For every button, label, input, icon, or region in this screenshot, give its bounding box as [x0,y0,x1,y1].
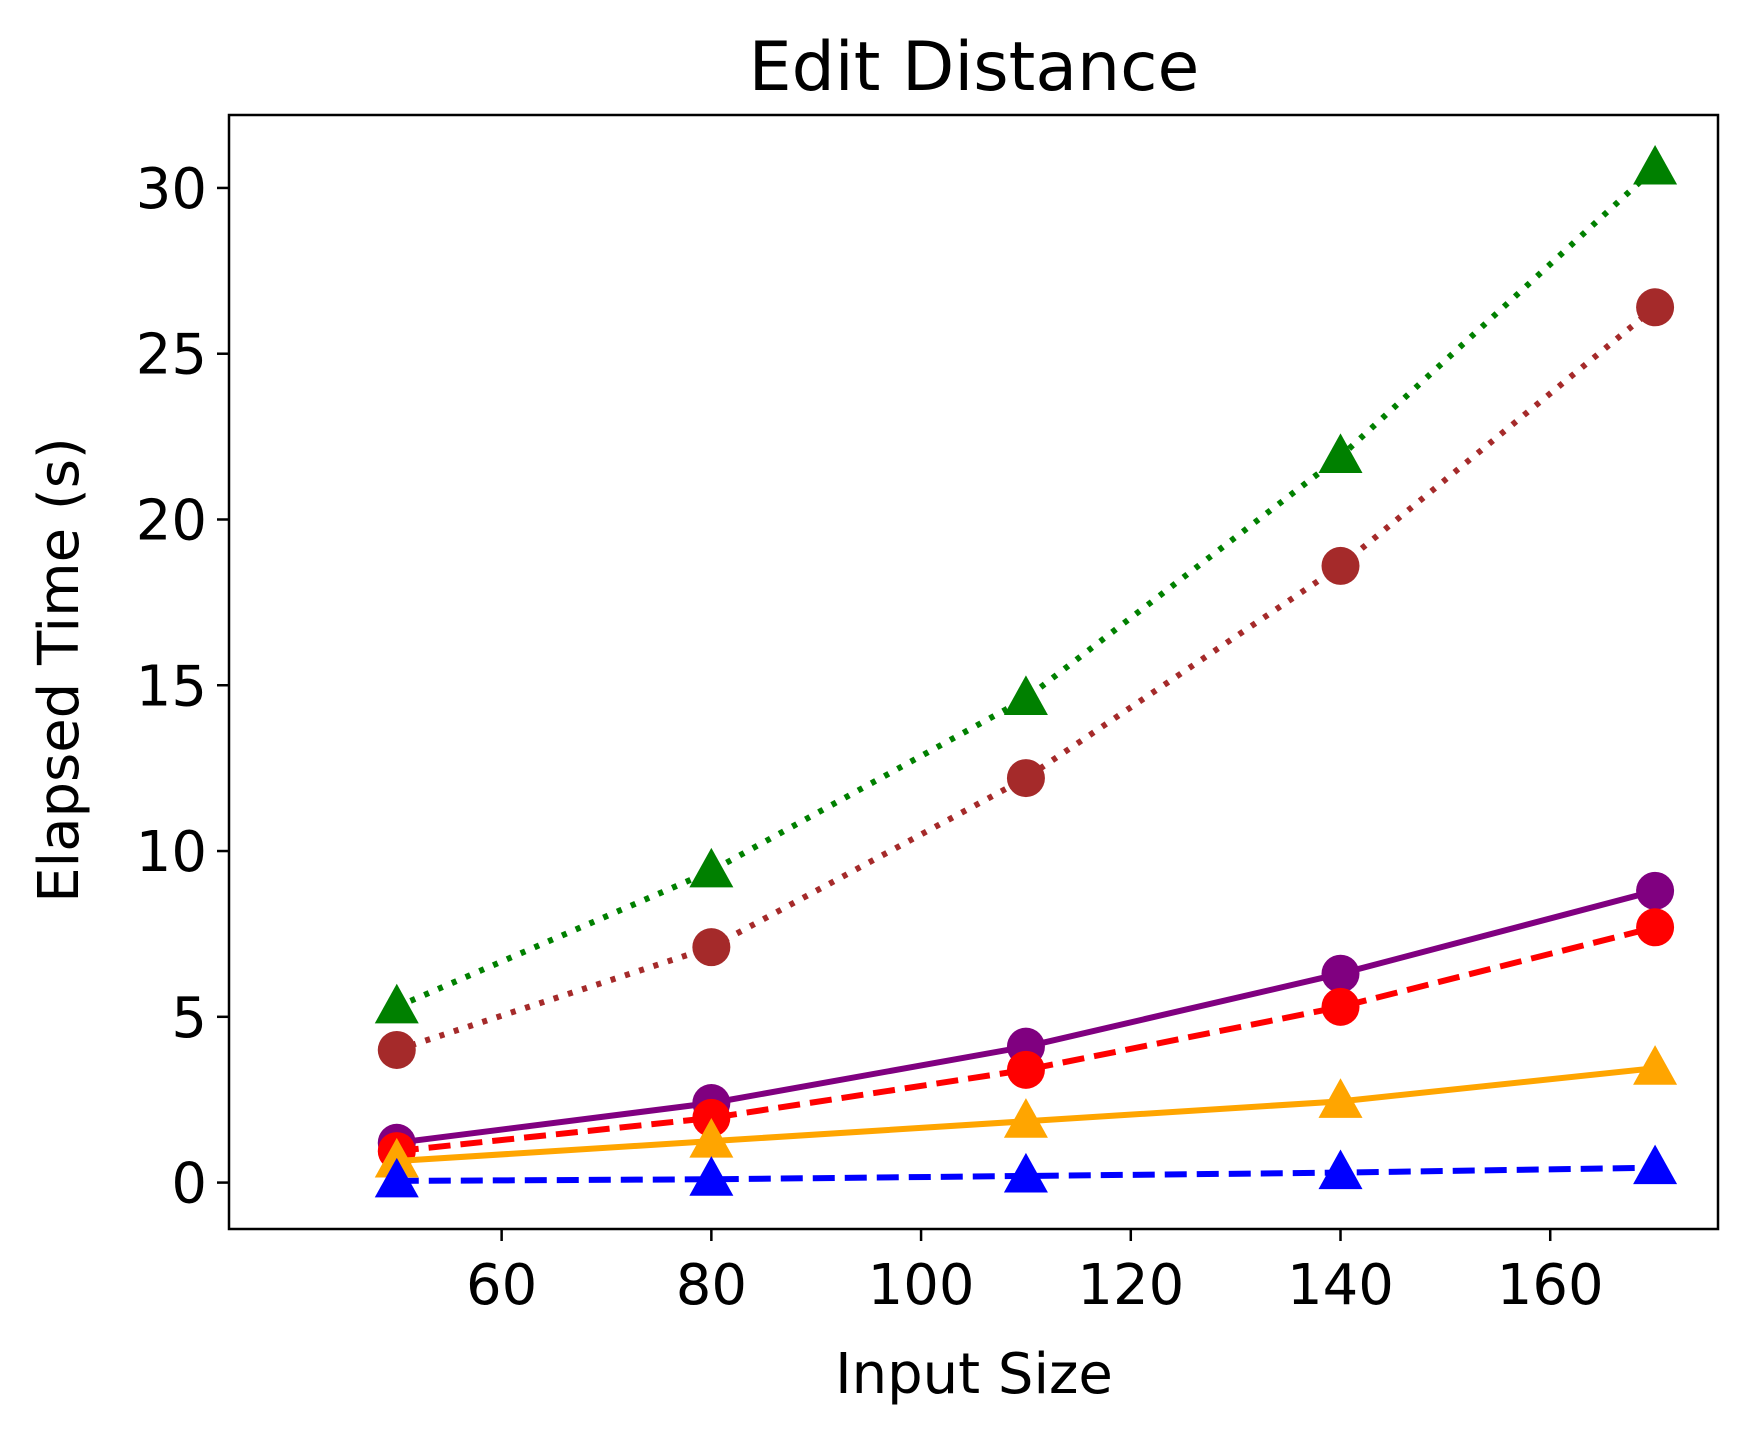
data-point [374,1157,419,1198]
data-point [1003,675,1048,716]
chart-title: Edit Distance [749,28,1200,107]
series-line [395,304,1657,1053]
plot-frame [227,113,1720,1231]
y-tick-label: 15 [136,654,207,719]
data-point [692,1098,731,1137]
data-point [1633,1144,1678,1185]
data-point [1318,433,1363,473]
x-tick-label: 120 [1077,1253,1184,1318]
series-line [396,924,1656,1155]
data-point [1318,1078,1363,1118]
data-point [374,983,419,1024]
series-6 [374,1144,1678,1198]
data-point [1633,1045,1678,1085]
data-point [1321,546,1360,585]
y-axis-title: Elapsed Time (s) [27,437,92,903]
series-5 [374,1045,1678,1178]
data-point [1636,908,1675,947]
data-point [1006,1050,1045,1089]
data-point [1636,288,1675,327]
y-tick-label: 25 [136,323,207,388]
y-tick-label: 10 [136,820,207,885]
x-tick-label: 60 [466,1253,537,1318]
data-point [1321,987,1360,1026]
y-tick-label: 30 [136,157,207,222]
data-point [1006,759,1045,798]
series-line [395,165,1658,1010]
y-tick-label: 5 [171,986,207,1051]
data-point [1321,954,1360,993]
series-layer [374,144,1678,1198]
data-point [689,1118,734,1158]
data-point [1318,1149,1363,1190]
data-point [377,1030,416,1069]
x-tick-label: 140 [1287,1253,1394,1318]
data-point [1636,871,1675,910]
data-point [689,847,734,888]
y-tick-label: 20 [136,488,207,553]
y-tick-label: 0 [171,1152,207,1217]
data-point [1003,1152,1048,1193]
data-point [692,928,731,967]
series-2 [377,288,1675,1069]
axes-layer: 60 80 100 120 140 160 0 5 10 15 20 25 30 [136,113,1720,1318]
x-tick-label: 80 [676,1253,747,1318]
data-point [374,1137,419,1178]
series-1 [374,144,1678,1024]
x-tick-label: 100 [868,1253,975,1318]
data-point [1003,1098,1048,1138]
x-axis-title: Input Size [835,1342,1113,1407]
data-point [689,1156,734,1196]
data-point [1633,144,1678,185]
x-tick-label: 160 [1497,1253,1604,1318]
